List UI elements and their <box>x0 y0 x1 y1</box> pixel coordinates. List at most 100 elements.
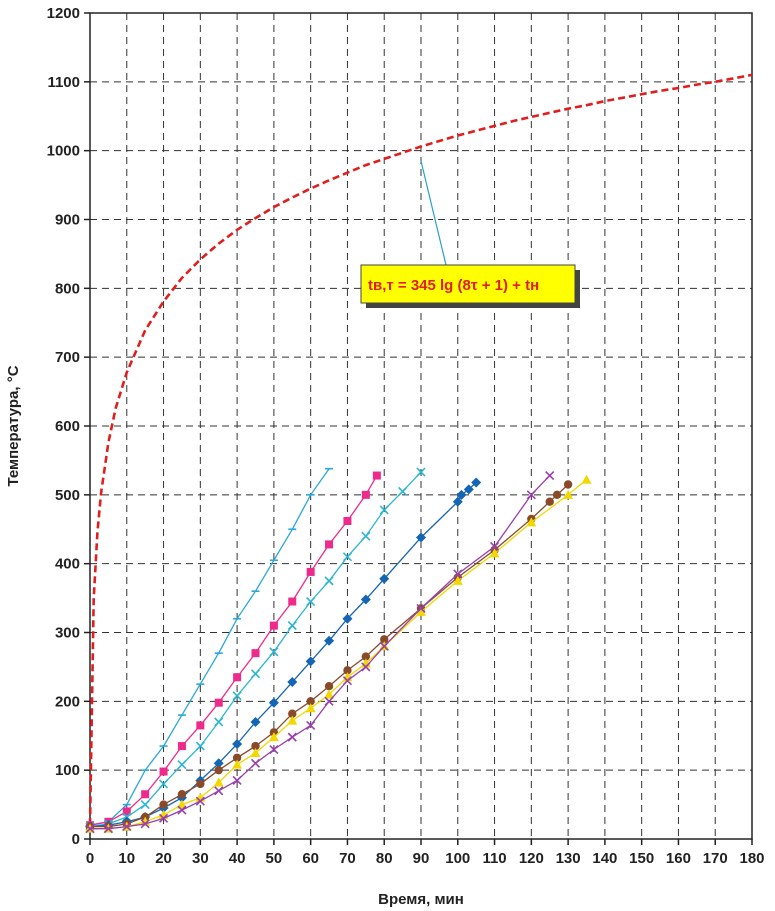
data-point <box>545 470 555 481</box>
data-point <box>287 715 298 725</box>
y-tick-label: 1200 <box>47 5 80 22</box>
x-tick-label: 90 <box>413 850 430 867</box>
data-point <box>325 540 334 549</box>
series-line <box>88 73 753 826</box>
data-point <box>463 484 474 495</box>
data-point <box>85 824 95 834</box>
data-point <box>306 720 316 730</box>
data-point <box>324 576 334 586</box>
data-point <box>452 575 463 585</box>
y-tick-label: 100 <box>55 762 80 779</box>
data-point <box>232 759 243 769</box>
data-point <box>232 775 242 786</box>
data-point <box>269 744 279 755</box>
data-point <box>176 799 187 809</box>
data-point <box>489 548 500 558</box>
data-point <box>177 805 187 815</box>
data-point <box>177 742 186 751</box>
series-line <box>89 481 477 828</box>
data-point <box>545 497 554 506</box>
x-tick-label: 100 <box>445 850 470 867</box>
data-point <box>489 541 500 552</box>
data-point <box>361 662 371 672</box>
data-point <box>306 596 316 607</box>
data-point <box>306 567 315 576</box>
series-layer <box>85 73 753 834</box>
x-axis-ticks: 0 10 20 30 40 50 60 70 80 90 100 110 120 130 140 150 160… <box>86 839 765 867</box>
data-point <box>195 741 205 751</box>
data-point <box>287 732 297 742</box>
x-tick-label: 150 <box>629 850 654 867</box>
data-point <box>268 697 279 708</box>
data-point <box>141 790 150 799</box>
y-tick-label: 1100 <box>47 74 80 91</box>
y-tick-label: 600 <box>55 418 80 435</box>
data-point <box>140 800 150 810</box>
data-point <box>214 765 223 775</box>
grid-lines <box>90 13 752 839</box>
data-point <box>398 486 408 496</box>
data-point <box>232 739 243 750</box>
data-point <box>214 717 224 727</box>
series-7 <box>85 474 592 833</box>
x-tick-label: 160 <box>666 850 691 867</box>
data-point <box>213 777 224 787</box>
annotation-box <box>360 264 576 304</box>
x-tick-label: 0 <box>86 850 94 867</box>
data-point <box>324 696 334 706</box>
data-point <box>526 517 537 527</box>
x-tick-label: 140 <box>592 850 617 867</box>
data-point <box>361 531 371 541</box>
data-point <box>416 467 426 477</box>
data-point <box>233 673 242 682</box>
data-point <box>416 606 426 616</box>
x-tick-label: 170 <box>703 850 728 867</box>
data-point <box>251 649 260 658</box>
x-tick-label: 120 <box>519 850 544 867</box>
data-point <box>324 635 335 646</box>
data-point <box>250 747 261 757</box>
data-point <box>360 594 371 605</box>
series-3 <box>86 471 381 830</box>
annotation-formula: tв,т = 345 lg (8τ + 1) + tн <box>368 277 539 294</box>
data-point <box>324 681 334 691</box>
data-point <box>159 800 168 809</box>
x-tick-label: 60 <box>302 850 319 867</box>
x-tick-label: 50 <box>266 850 283 867</box>
data-point <box>213 758 224 769</box>
y-tick-label: 300 <box>55 625 80 642</box>
data-point <box>122 822 132 832</box>
x-tick-label: 110 <box>482 850 506 867</box>
x-tick-label: 40 <box>229 850 246 867</box>
data-point <box>196 721 205 730</box>
data-point <box>250 758 261 768</box>
data-point <box>342 676 353 686</box>
x-tick-label: 10 <box>118 850 135 867</box>
x-axis-title: Время, мин <box>378 891 464 908</box>
data-point <box>416 603 426 613</box>
data-point <box>158 813 169 823</box>
series-8 <box>85 470 555 834</box>
data-point <box>552 490 562 500</box>
data-point <box>250 669 261 679</box>
data-point <box>140 819 150 829</box>
y-axis-title: Температура, °С <box>5 365 22 486</box>
data-point <box>563 489 574 499</box>
y-tick-label: 900 <box>55 212 80 229</box>
data-point <box>269 647 279 657</box>
x-tick-label: 130 <box>556 850 581 867</box>
series-1 <box>88 73 753 826</box>
data-point <box>287 621 297 631</box>
x-tick-label: 20 <box>155 850 172 867</box>
y-tick-label: 400 <box>55 556 80 573</box>
formula-annotation: tв,т = 345 lg (8τ + 1) + tн <box>360 160 580 308</box>
data-point <box>379 573 390 584</box>
y-tick-label: 200 <box>55 693 80 710</box>
data-point <box>159 767 168 776</box>
data-point <box>232 691 242 701</box>
data-point <box>453 569 463 579</box>
data-point <box>452 496 463 507</box>
y-tick-label: 0 <box>72 831 80 848</box>
series-6 <box>85 480 573 831</box>
